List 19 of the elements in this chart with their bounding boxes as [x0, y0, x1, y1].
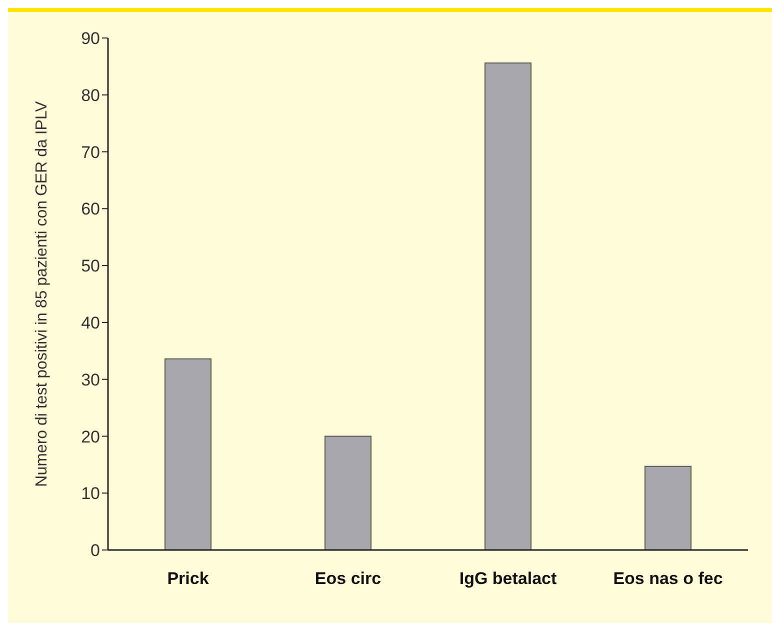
bar	[164, 358, 212, 550]
bar	[324, 436, 372, 550]
y-tick-label: 60	[81, 200, 100, 219]
y-tick-label: 50	[81, 256, 100, 276]
y-tick-label: 20	[81, 427, 100, 446]
y-tick-label: 30	[81, 370, 100, 390]
x-tick-label: IgG betalact	[459, 569, 557, 588]
y-tick-label: 80	[81, 86, 100, 105]
y-tick-label: 10	[81, 484, 100, 504]
y-tick-label: 70	[81, 142, 100, 162]
x-tick-label: Eos nas o fec	[613, 569, 723, 588]
y-tick-label: 40	[81, 313, 100, 332]
bar	[484, 62, 532, 550]
x-tick-label: Prick	[167, 569, 210, 588]
y-axis-title: Numero di test positivi in 85 pazienti con GER da IPLV	[34, 100, 51, 487]
y-tick-label: 0	[90, 541, 100, 560]
y-tick-label: 90	[81, 29, 100, 48]
x-tick-label: Eos circ	[314, 569, 382, 588]
bar	[644, 466, 692, 550]
